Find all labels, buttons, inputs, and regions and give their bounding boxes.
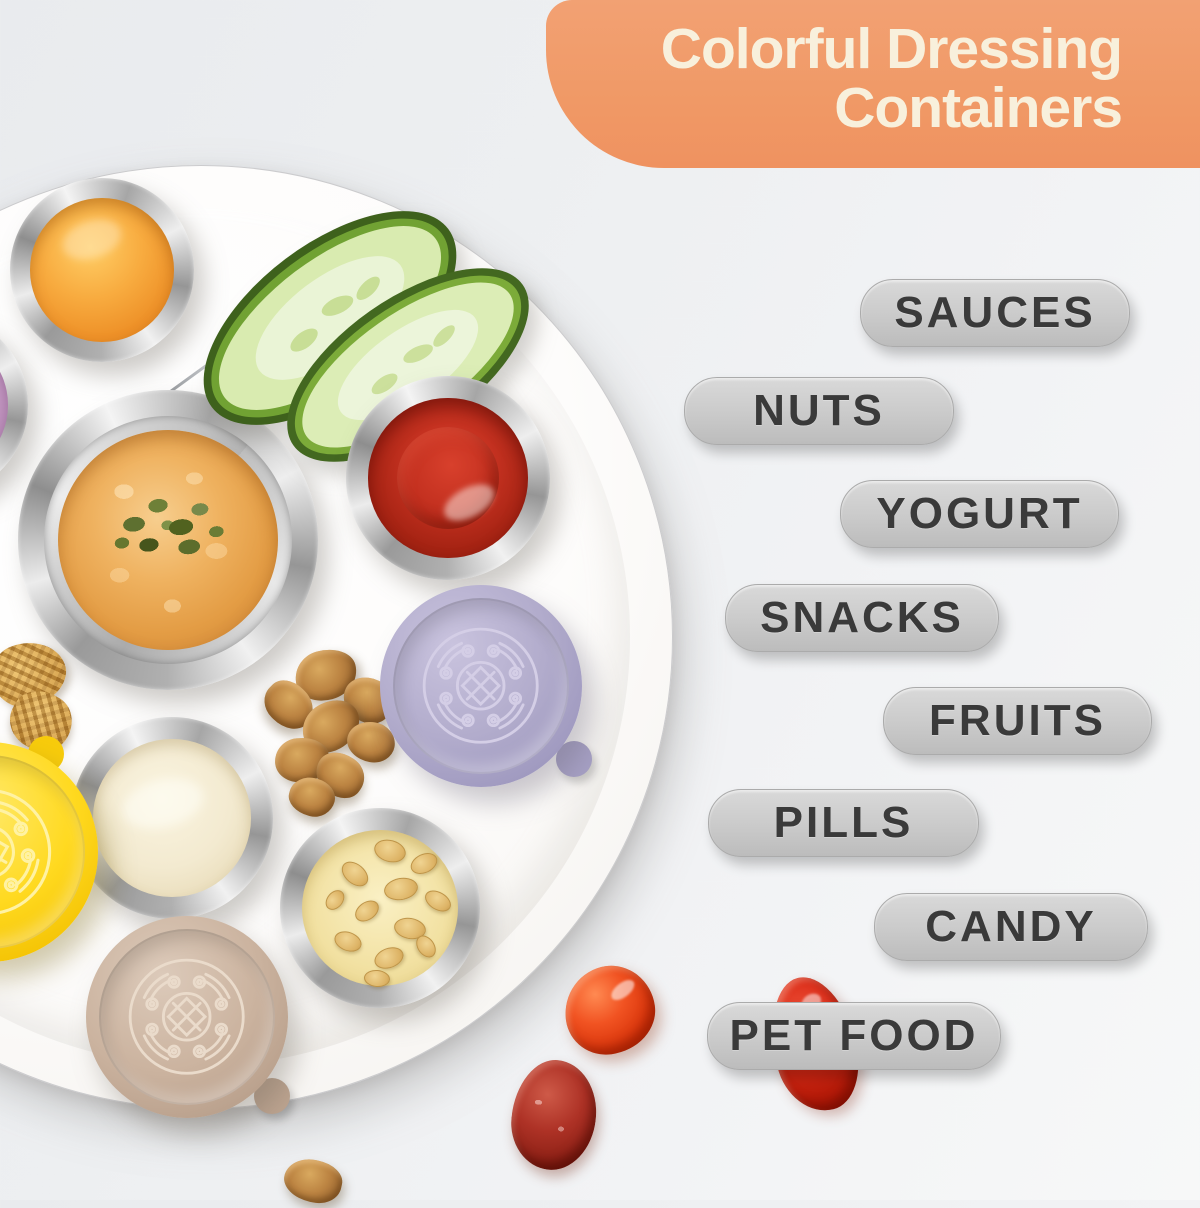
hummus	[58, 430, 278, 650]
label-pills: PILLS	[708, 789, 979, 857]
dried-red-fruit	[506, 1055, 602, 1175]
orange-sauce-cup	[10, 178, 194, 362]
label-pet-food: PET FOOD	[707, 1002, 1001, 1070]
lavender-lid-container	[380, 585, 592, 787]
label-yogurt: YOGURT	[840, 480, 1119, 548]
lid-tab	[556, 741, 592, 777]
title-banner: Colorful Dressing Containers	[546, 0, 1200, 168]
orange-sauce	[30, 198, 174, 342]
lid-medallion-icon	[410, 615, 551, 756]
berry-yogurt	[0, 333, 8, 477]
cucumber-slices	[203, 211, 529, 462]
mayonnaise-cup	[71, 717, 273, 919]
title-line-1: Colorful Dressing	[660, 17, 1123, 81]
page-title: Colorful Dressing Containers	[660, 17, 1123, 140]
label-snacks: SNACKS	[725, 584, 999, 652]
oat-flake	[382, 875, 420, 903]
ketchup	[368, 398, 528, 558]
oat-flake	[351, 896, 383, 926]
oat-flake	[331, 927, 365, 956]
label-nuts: NUTS	[684, 377, 954, 445]
oat-flake	[371, 836, 409, 866]
dried-red-fruit	[559, 960, 661, 1060]
hummus-bowl	[18, 390, 318, 690]
label-sauces: SAUCES	[860, 279, 1130, 347]
walnuts-cluster	[255, 642, 400, 825]
title-line-2: Containers	[834, 76, 1123, 140]
oat-flake	[321, 886, 349, 914]
oat-flake	[371, 943, 407, 973]
custard	[302, 830, 458, 989]
beige-lid-container	[86, 916, 290, 1118]
ketchup-cup	[346, 376, 550, 580]
herb-garnish	[96, 473, 240, 585]
lid-medallion-icon	[116, 946, 257, 1087]
oat-flake	[421, 886, 455, 916]
oat-flake	[363, 968, 391, 989]
oat-flake	[337, 856, 373, 892]
label-candy: CANDY	[874, 893, 1148, 961]
label-fruits: FRUITS	[883, 687, 1152, 755]
mayonnaise	[93, 739, 251, 897]
custard-oats-cup	[280, 808, 480, 1008]
oat-flake	[407, 848, 441, 879]
